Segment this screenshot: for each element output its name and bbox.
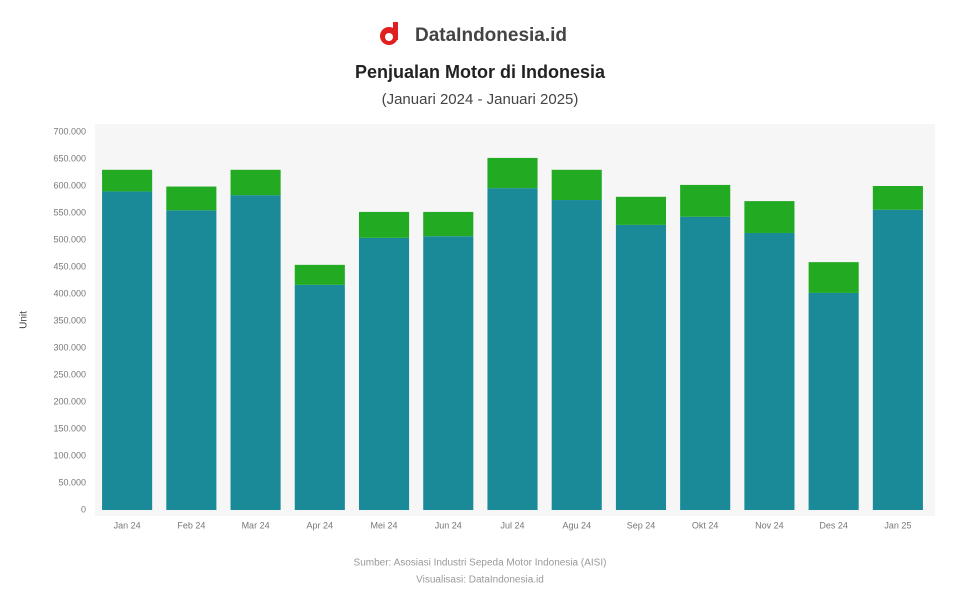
bar-segment — [102, 191, 153, 510]
y-tick-label: 550.000 — [53, 207, 86, 217]
bar-segment — [487, 157, 538, 189]
y-tick-label: 450.000 — [53, 261, 86, 271]
x-tick-label: Mei 24 — [371, 520, 398, 530]
bar-segment — [744, 201, 795, 233]
bar-segment — [358, 237, 410, 510]
y-tick-label: 500.000 — [53, 234, 86, 244]
x-tick-label: Jun 24 — [435, 520, 462, 530]
bar-segment — [294, 284, 345, 510]
y-tick-label: 600.000 — [53, 180, 86, 190]
bar-segment — [808, 292, 859, 510]
bar-segment — [872, 186, 923, 210]
y-tick-label: 300.000 — [53, 342, 86, 352]
bar-segment — [808, 262, 859, 293]
x-tick-label: Nov 24 — [755, 520, 784, 530]
x-tick-label: Sep 24 — [627, 520, 656, 530]
x-tick-label: Jul 24 — [500, 520, 524, 530]
y-tick-label: 700.000 — [53, 126, 86, 136]
credit: Visualisasi: DataIndonesia.id — [416, 575, 544, 586]
bar-segment — [744, 232, 795, 511]
bar-segment — [551, 200, 602, 511]
bar-segment — [358, 211, 410, 238]
y-tick-label: 650.000 — [53, 153, 86, 163]
bar-segment — [230, 195, 281, 510]
x-tick-label: Okt 24 — [692, 520, 719, 530]
brand: DataIndonesia.id — [415, 25, 567, 46]
y-tick-label: 200.000 — [53, 396, 86, 406]
bar-segment — [423, 211, 474, 237]
x-tick-label: Jan 25 — [884, 520, 911, 530]
logo — [380, 22, 398, 45]
y-tick-label: 250.000 — [53, 369, 86, 379]
bar-segment — [166, 186, 217, 211]
bar-segment — [551, 169, 602, 201]
bar-segment — [166, 210, 217, 511]
x-tick-label: Agu 24 — [562, 520, 591, 530]
y-tick-label: 50.000 — [58, 477, 86, 487]
x-tick-label: Apr 24 — [307, 520, 334, 530]
bar-segment — [615, 224, 667, 510]
y-tick-label: 0 — [81, 504, 86, 514]
bar-segment — [680, 184, 731, 217]
source: Sumber: Asosiasi Industri Sepeda Motor I… — [354, 558, 607, 569]
x-tick-label: Feb 24 — [177, 520, 205, 530]
x-tick-label: Des 24 — [819, 520, 848, 530]
chart-title: Penjualan Motor di Indonesia — [355, 62, 606, 82]
x-tick-label: Mar 24 — [242, 520, 270, 530]
bar-segment — [230, 169, 281, 196]
y-tick-label: 400.000 — [53, 288, 86, 298]
y-tick-label: 150.000 — [53, 423, 86, 433]
chart-subtitle: (Januari 2024 - Januari 2025) — [382, 91, 579, 108]
bar-segment — [294, 264, 345, 285]
y-tick-label: 350.000 — [53, 315, 86, 325]
x-tick-label: Jan 24 — [114, 520, 141, 530]
bar-segment — [615, 196, 667, 225]
y-tick-label: 100.000 — [53, 450, 86, 460]
y-axis-label: Unit — [19, 311, 30, 329]
bar-segment — [423, 236, 474, 510]
bar-segment — [872, 209, 923, 510]
bar-segment — [102, 169, 153, 192]
bar-segment — [487, 188, 538, 510]
bar-segment — [680, 216, 731, 510]
